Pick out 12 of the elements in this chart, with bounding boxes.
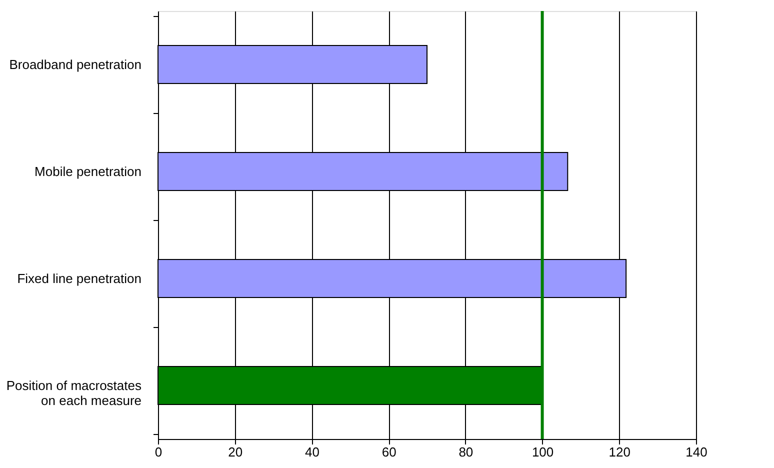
x-tick-label: 80 — [458, 444, 474, 460]
x-tick-label: 60 — [382, 444, 396, 460]
x-tick-label: 0 — [154, 444, 162, 460]
x-tick-label: 40 — [304, 444, 320, 460]
x-tick-label: 20 — [228, 444, 243, 460]
y-tick-label: Broadband penetration — [9, 57, 142, 72]
y-tick-label: Mobile penetration — [34, 164, 142, 179]
y-tick-label: Fixed line penetration — [17, 271, 142, 286]
x-tick-label: 120 — [608, 444, 630, 460]
y-tick-label: Position of macrostates on each measure — [6, 378, 142, 408]
x-tick-label: 100 — [532, 444, 554, 460]
x-tick-label: 140 — [686, 444, 708, 460]
